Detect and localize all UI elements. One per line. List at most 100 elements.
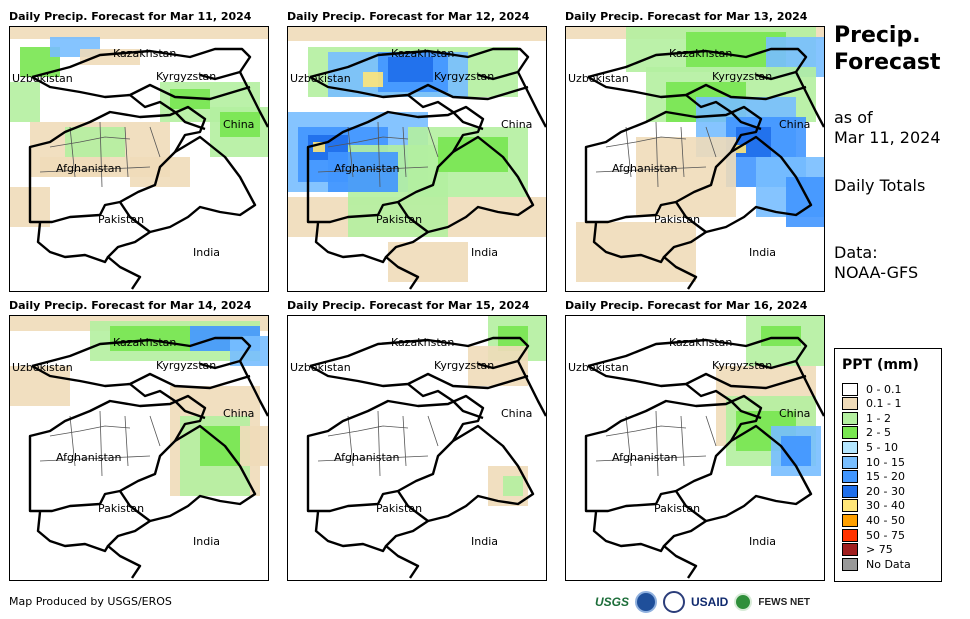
precip-area	[220, 112, 260, 137]
country-label-china: China	[223, 118, 255, 131]
page-title: Precip. Forecast	[834, 22, 941, 76]
country-label-china: China	[223, 407, 255, 420]
precip-area	[240, 426, 268, 466]
country-label-kyrgyzstan: Kyrgyzstan	[434, 70, 495, 83]
country-border	[662, 201, 708, 290]
country-label-uzbekistan: Uzbekistan	[290, 361, 351, 374]
province-boundaries	[39, 121, 161, 188]
legend-swatch	[842, 440, 858, 454]
as-of-date: as of Mar 11, 2024	[834, 108, 941, 148]
panel-title: Daily Precip. Forecast for Mar 14, 2024	[9, 299, 252, 312]
country-border	[794, 360, 824, 417]
precip-area	[388, 242, 468, 282]
legend-label: 0.1 - 1	[866, 397, 902, 411]
country-border	[384, 201, 430, 290]
country-label-afghanistan: Afghanistan	[56, 162, 122, 175]
precip-area	[636, 137, 736, 217]
country-border	[149, 135, 257, 234]
country-label-kyrgyzstan: Kyrgyzstan	[712, 70, 773, 83]
fews-globe-icon	[734, 593, 753, 611]
legend-item: 15 - 20	[842, 470, 905, 484]
legend-label: 50 - 75	[866, 528, 905, 542]
country-label-china: China	[779, 118, 811, 131]
country-label-uzbekistan: Uzbekistan	[568, 361, 629, 374]
legend-swatch	[842, 426, 858, 440]
country-label-india: India	[193, 246, 220, 259]
legend-item: No Data	[842, 557, 911, 571]
country-label-kazakhstan: Kazakhstan	[391, 47, 455, 60]
country-label-kazakhstan: Kazakhstan	[669, 336, 733, 349]
fews-net-logo: FEWS NET	[758, 596, 811, 608]
country-label-kazakhstan: Kazakhstan	[113, 47, 177, 60]
precip-area	[313, 142, 325, 152]
country-label-uzbekistan: Uzbekistan	[12, 72, 73, 85]
province-boundaries	[39, 410, 161, 477]
legend-item: 10 - 15	[842, 455, 905, 469]
country-label-pakistan: Pakistan	[98, 502, 145, 515]
province-boundaries	[595, 410, 717, 477]
credit-text: Map Produced by USGS/EROS	[9, 595, 172, 608]
country-border	[587, 336, 808, 370]
country-label-kyrgyzstan: Kyrgyzstan	[156, 70, 217, 83]
precip-area	[110, 326, 190, 351]
data-source: Data: NOAA-GFS	[834, 243, 918, 283]
country-label-china: China	[501, 118, 533, 131]
country-border	[129, 383, 206, 420]
precip-area	[736, 145, 746, 153]
map-canvas	[288, 27, 546, 290]
precip-area	[363, 72, 383, 87]
country-border	[794, 71, 824, 128]
data-source-label: Data:	[834, 243, 878, 262]
country-label-afghanistan: Afghanistan	[334, 451, 400, 464]
country-border	[238, 360, 268, 417]
country-border	[427, 424, 535, 523]
legend-item: 40 - 50	[842, 513, 905, 527]
country-label-india: India	[749, 246, 776, 259]
panel-title: Daily Precip. Forecast for Mar 15, 2024	[287, 299, 530, 312]
country-border	[592, 511, 666, 553]
country-label-afghanistan: Afghanistan	[334, 162, 400, 175]
precip-area	[761, 326, 801, 346]
usgs-logo: USGS	[595, 595, 630, 609]
country-label-china: China	[779, 407, 811, 420]
map-canvas	[566, 27, 824, 290]
country-border	[106, 490, 152, 579]
country-border	[309, 336, 530, 370]
legend-label: 40 - 50	[866, 513, 905, 527]
country-border	[516, 71, 546, 128]
country-border	[662, 490, 708, 579]
legend-item: 0 - 0.1	[842, 382, 901, 396]
forecast-panel-mar-13: Daily Precip. Forecast for Mar 13, 2024 …	[565, 10, 844, 301]
panel-title: Daily Precip. Forecast for Mar 16, 2024	[565, 299, 808, 312]
usaid-logo: USAID	[691, 595, 729, 609]
legend-swatch	[842, 397, 858, 411]
country-label-afghanistan: Afghanistan	[612, 162, 678, 175]
precip-area	[503, 476, 523, 496]
legend-label: 20 - 30	[866, 484, 905, 498]
country-label-kyrgyzstan: Kyrgyzstan	[434, 359, 495, 372]
legend-label: 1 - 2	[866, 411, 891, 425]
country-border	[427, 135, 535, 234]
country-border	[705, 135, 813, 234]
country-label-afghanistan: Afghanistan	[612, 451, 678, 464]
country-border	[129, 94, 206, 131]
panel-title: Daily Precip. Forecast for Mar 11, 2024	[9, 10, 252, 23]
legend-swatch	[842, 484, 858, 498]
legend-label: No Data	[866, 557, 911, 571]
precip-area	[388, 57, 433, 82]
country-border	[685, 94, 762, 131]
country-border	[238, 71, 268, 128]
country-border	[149, 424, 257, 523]
country-label-india: India	[749, 535, 776, 548]
legend-item: 5 - 10	[842, 440, 898, 454]
country-label-pakistan: Pakistan	[376, 502, 423, 515]
country-border	[309, 47, 530, 81]
precip-map: Kazakhstan Uzbekistan Kyrgyzstan China Afgha…	[287, 315, 547, 581]
precip-map: Kazakhstan Uzbekistan Kyrgyzstan China Afgha…	[287, 26, 547, 292]
dos-seal-icon	[663, 591, 686, 613]
country-label-pakistan: Pakistan	[654, 213, 701, 226]
legend-label: 30 - 40	[866, 499, 905, 513]
country-label-china: China	[501, 407, 533, 420]
province-boundaries	[317, 410, 439, 477]
